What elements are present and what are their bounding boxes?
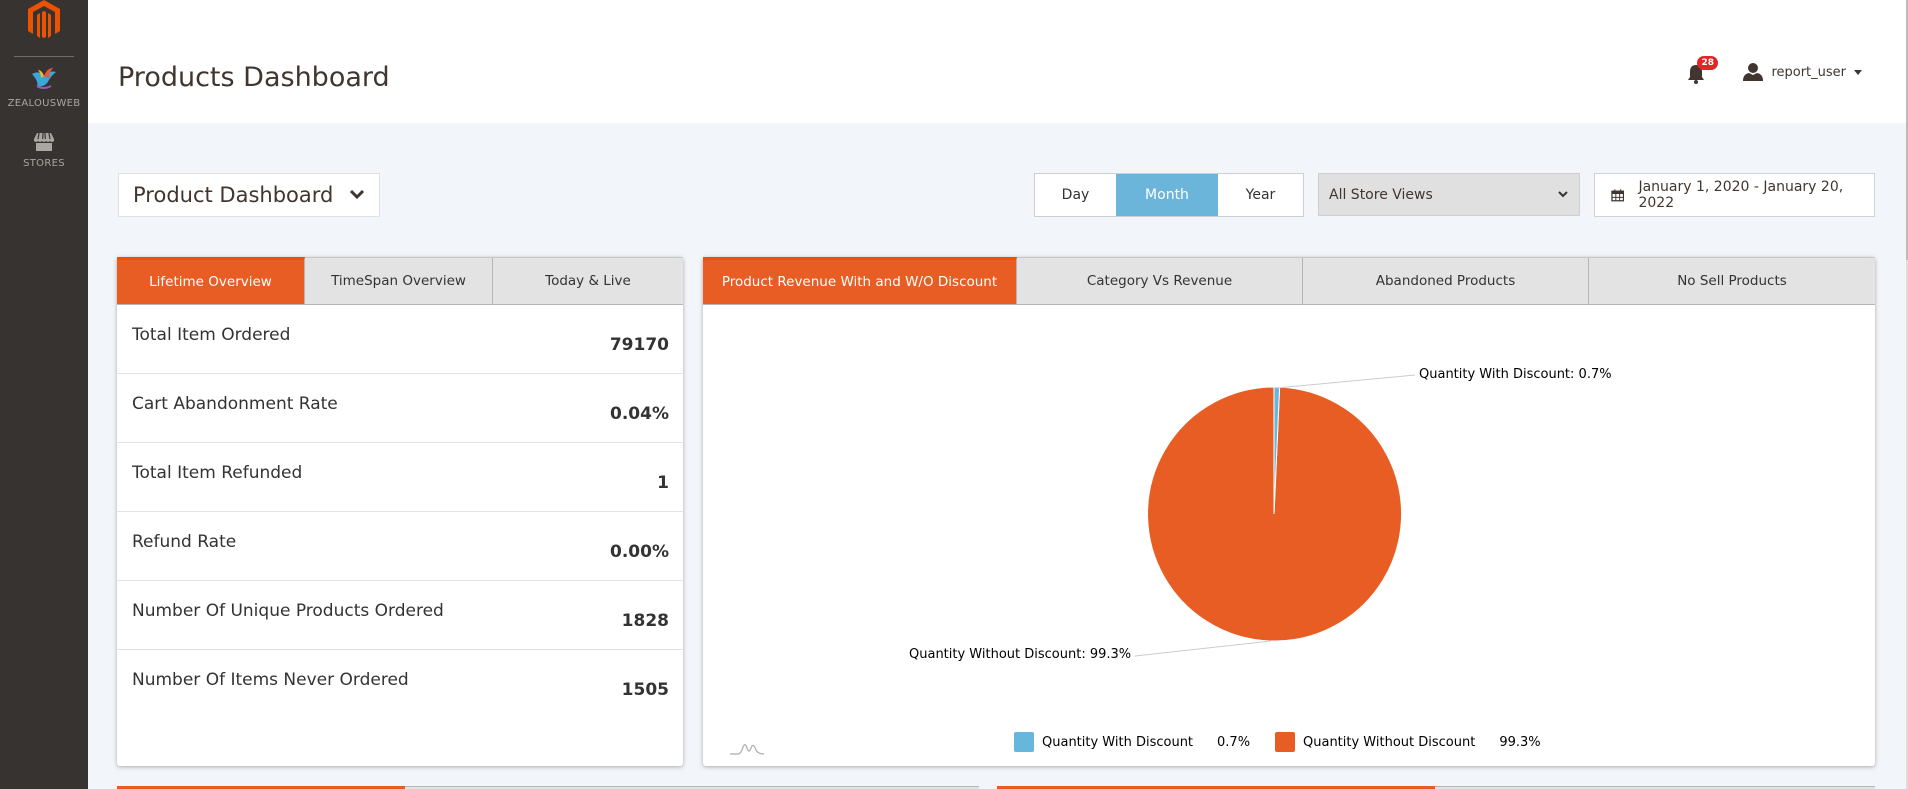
page-scrollbar[interactable] (1906, 0, 1908, 789)
legend-value: 0.7% (1217, 734, 1251, 750)
header-actions: 28 report_user (1687, 56, 1862, 84)
legend-swatch (1275, 732, 1295, 752)
pie-chart: Quantity With Discount: 0.7% Quantity Wi… (703, 305, 1875, 766)
chart-tabs: Product Revenue With and W/O Discount Ca… (703, 257, 1875, 305)
stat-label: Number Of Unique Products Ordered (132, 601, 444, 621)
tab-timespan-overview[interactable]: TimeSpan Overview (305, 257, 493, 304)
stat-row-total-item-refunded: Total Item Refunded 1 (117, 443, 683, 512)
stat-row-items-never-ordered: Number Of Items Never Ordered 1505 (117, 650, 683, 719)
legend-name: Quantity Without Discount (1303, 734, 1476, 750)
bottom-left-panel-tabs (117, 786, 979, 789)
date-range-picker[interactable]: January 1, 2020 - January 20, 2022 (1594, 173, 1875, 217)
magento-logo-icon[interactable] (26, 0, 62, 40)
legend-name: Quantity With Discount (1042, 734, 1194, 750)
period-day-button[interactable]: Day (1061, 187, 1090, 203)
stat-row-unique-products-ordered: Number Of Unique Products Ordered 1828 (117, 581, 683, 650)
user-icon (1743, 63, 1764, 81)
active-tab-indicator[interactable] (117, 786, 405, 789)
chevron-down-icon (1558, 191, 1568, 198)
overview-tabs: Lifetime Overview TimeSpan Overview Toda… (117, 257, 683, 305)
tab-today-live[interactable]: Today & Live (493, 257, 683, 304)
dashboard-type-value: Product Dashboard (133, 183, 334, 207)
tab-no-sell-products[interactable]: No Sell Products (1589, 257, 1875, 304)
chart-library-logo-icon[interactable] (730, 742, 764, 756)
sidebar-item-stores[interactable]: STORES (0, 132, 88, 169)
stat-label: Total Item Ordered (132, 325, 291, 345)
lifetime-overview-panel: Lifetime Overview TimeSpan Overview Toda… (117, 257, 683, 766)
period-month-button[interactable]: Month (1116, 174, 1218, 216)
stat-label: Total Item Refunded (132, 463, 303, 483)
sidebar-item-label: STORES (23, 158, 65, 169)
tab-lifetime-overview[interactable]: Lifetime Overview (117, 257, 305, 304)
sidebar-item-label: ZEALOUSWEB (7, 98, 81, 109)
scrollbar-thumb[interactable] (1906, 0, 1908, 260)
caret-down-icon (1854, 69, 1862, 75)
stat-row-total-item-ordered: Total Item Ordered 79170 (117, 305, 683, 374)
stat-label: Number Of Items Never Ordered (132, 670, 409, 690)
calendar-icon (1611, 189, 1625, 202)
notification-count-badge: 28 (1697, 56, 1718, 70)
username: report_user (1771, 64, 1846, 80)
slice-label-with-discount: Quantity With Discount: 0.7% (1419, 367, 1612, 382)
bottom-right-panel-tabs (997, 786, 1875, 789)
stat-row-refund-rate: Refund Rate 0.00% (117, 512, 683, 581)
notifications-button[interactable]: 28 (1687, 56, 1718, 84)
period-year-button[interactable]: Year (1245, 187, 1276, 203)
store-icon (0, 132, 88, 155)
active-tab-indicator[interactable] (997, 786, 1435, 789)
product-revenue-chart-panel: Product Revenue With and W/O Discount Ca… (703, 257, 1875, 766)
page-title: Products Dashboard (118, 62, 390, 93)
tab-product-revenue-discount[interactable]: Product Revenue With and W/O Discount (703, 257, 1017, 304)
stat-value: 1 (657, 473, 669, 493)
tab-category-vs-revenue[interactable]: Category Vs Revenue (1017, 257, 1303, 304)
stat-value: 1505 (621, 680, 669, 700)
date-range-value: January 1, 2020 - January 20, 2022 (1638, 179, 1844, 211)
pie-slice-with-discount[interactable] (1273, 386, 1281, 515)
sidebar-divider (14, 56, 74, 57)
dashboard-type-select[interactable]: Product Dashboard (118, 173, 380, 217)
page-header: Products Dashboard 28 report_user (88, 0, 1906, 123)
stat-row-cart-abandonment-rate: Cart Abandonment Rate 0.04% (117, 374, 683, 443)
slice-label-without-discount: Quantity Without Discount: 99.3% (909, 647, 1132, 662)
pie-chart-svg (1134, 374, 1416, 657)
store-view-select[interactable]: All Store Views (1318, 173, 1580, 216)
stat-label: Cart Abandonment Rate (132, 394, 338, 414)
sidebar-item-zealousweb[interactable]: ZEALOUSWEB (0, 66, 88, 109)
pie-slice-without-discount[interactable] (1147, 386, 1403, 642)
chevron-down-icon (349, 189, 365, 200)
stat-value: 0.04% (610, 404, 669, 424)
tab-abandoned-products[interactable]: Abandoned Products (1303, 257, 1589, 304)
stat-value: 79170 (609, 335, 669, 355)
legend-item-without-discount[interactable]: Quantity Without Discount 99.3% (1275, 732, 1541, 752)
admin-sidebar: ZEALOUSWEB STORES (0, 0, 88, 789)
stat-label: Refund Rate (132, 532, 237, 552)
label-leader-line (1134, 640, 1272, 657)
label-leader-line (1276, 374, 1416, 389)
legend-item-with-discount[interactable]: Quantity With Discount 0.7% (1014, 732, 1250, 752)
stat-value: 0.00% (610, 542, 669, 562)
zealousweb-bird-icon (0, 66, 88, 95)
legend-value: 99.3% (1499, 734, 1541, 750)
stat-value: 1828 (621, 611, 669, 631)
period-toggle-group: Day Month Year (1034, 173, 1304, 217)
store-view-value: All Store Views (1329, 186, 1433, 203)
legend-swatch (1014, 732, 1034, 752)
user-account-menu[interactable]: report_user (1743, 63, 1862, 81)
